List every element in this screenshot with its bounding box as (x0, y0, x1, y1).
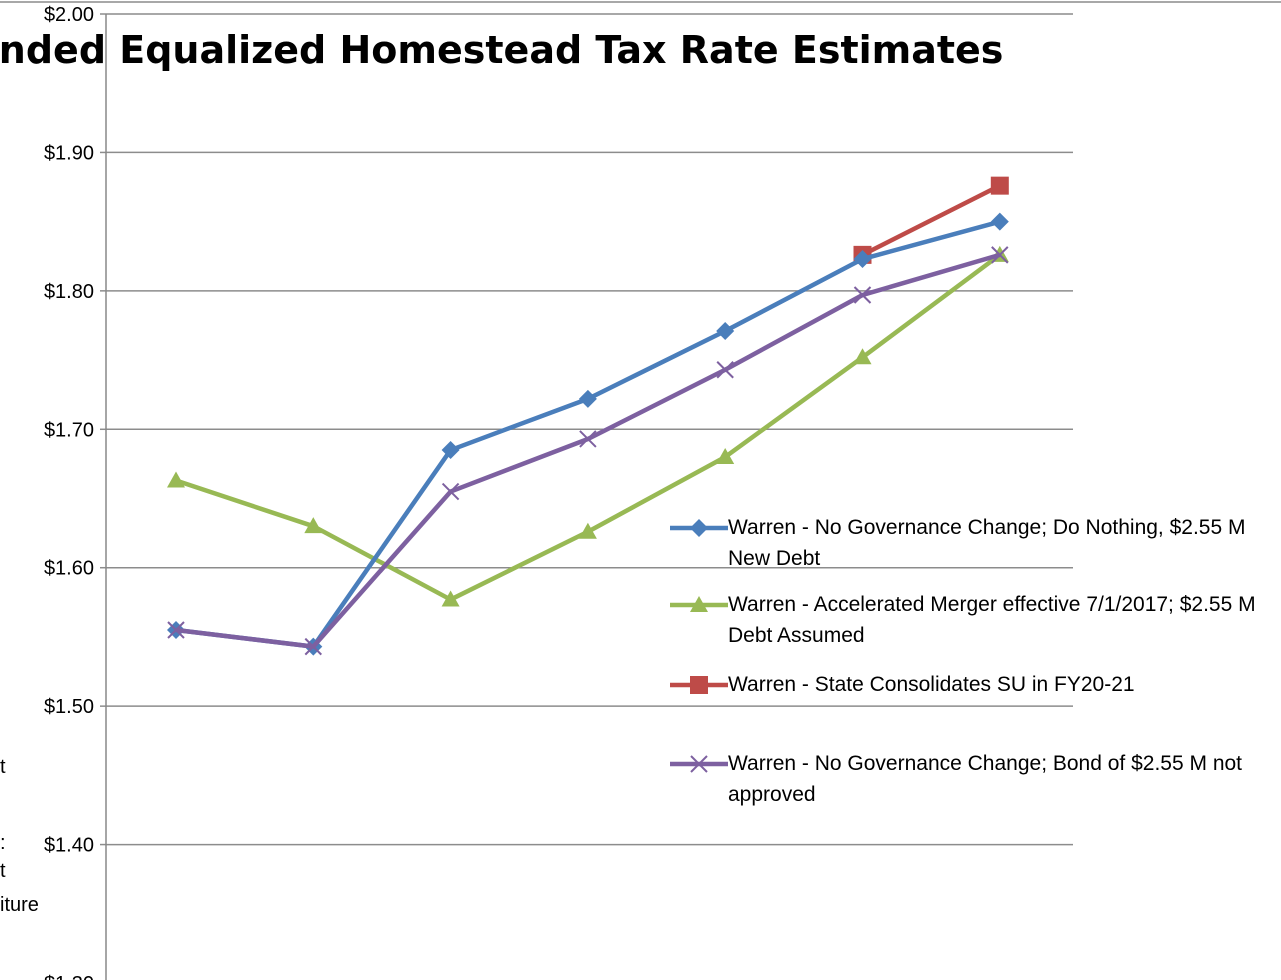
series-3 (853, 176, 1009, 264)
gridlines (100, 13, 1073, 846)
data-point-x (853, 286, 872, 304)
legend-label: Warren - Accelerated Merger effective 7/… (728, 593, 1256, 647)
chart-title: lended Equalized Homestead Tax Rate Esti… (0, 28, 1004, 72)
y-tick-label: $1.30 (44, 973, 94, 980)
y-tick-label: $1.70 (44, 419, 94, 441)
series-4 (167, 246, 1009, 656)
data-point-diamond (853, 250, 872, 269)
cut-off-text-1: t (0, 756, 6, 778)
series-line (175, 219, 1001, 649)
y-tick-label: $2.00 (44, 4, 94, 26)
data-point-triangle (441, 590, 460, 607)
data-point-diamond (441, 441, 460, 460)
legend-label: Warren - State Consolidates SU in FY20-2… (728, 673, 1135, 696)
data-point-diamond (578, 389, 597, 408)
data-point-x (579, 430, 597, 448)
legend-swatch-green-triangle (670, 596, 728, 612)
cut-off-text-2: : (0, 832, 6, 854)
series-line (861, 183, 1001, 257)
data-point-x (167, 621, 185, 639)
data-point-x (690, 755, 708, 773)
data-point-triangle (304, 517, 323, 534)
legend-label: Warren - No Governance Change; Bond of $… (728, 752, 1243, 806)
data-point-triangle (853, 348, 872, 365)
y-tick-label: $1.90 (44, 142, 94, 164)
data-point-diamond (716, 322, 735, 341)
cut-off-text-3: t (0, 860, 6, 882)
data-point-x (441, 482, 460, 501)
data-point-diamond (690, 519, 708, 537)
data-point-x (716, 361, 734, 379)
y-tick-label: $1.60 (44, 558, 94, 580)
data-point-triangle (167, 471, 185, 488)
data-point-triangle (716, 447, 735, 464)
data-point-square (990, 176, 1009, 195)
series-line (175, 252, 1001, 649)
cut-off-text-4: iture (0, 894, 39, 916)
legend-swatch-purple-x (670, 755, 728, 773)
series-lines (167, 176, 1009, 656)
data-point-triangle (578, 522, 597, 539)
y-tick-label: $1.80 (44, 281, 94, 303)
data-point-x (304, 637, 323, 656)
data-point-square (690, 676, 708, 694)
data-point-triangle (690, 596, 708, 612)
legend-swatch-blue-diamond (670, 519, 728, 537)
y-tick-label: $1.40 (44, 835, 94, 857)
legend-label: Warren - No Governance Change; Do Nothin… (728, 516, 1246, 570)
legend-swatch-red-square (670, 676, 728, 694)
y-tick-label: $1.50 (44, 696, 94, 718)
y-tick-labels: $2.00 $1.90 $1.80 $1.70 $1.60 $1.50 $1.40 $1.30 (44, 4, 94, 980)
data-point-x (991, 246, 1009, 264)
data-point-diamond (990, 212, 1009, 231)
